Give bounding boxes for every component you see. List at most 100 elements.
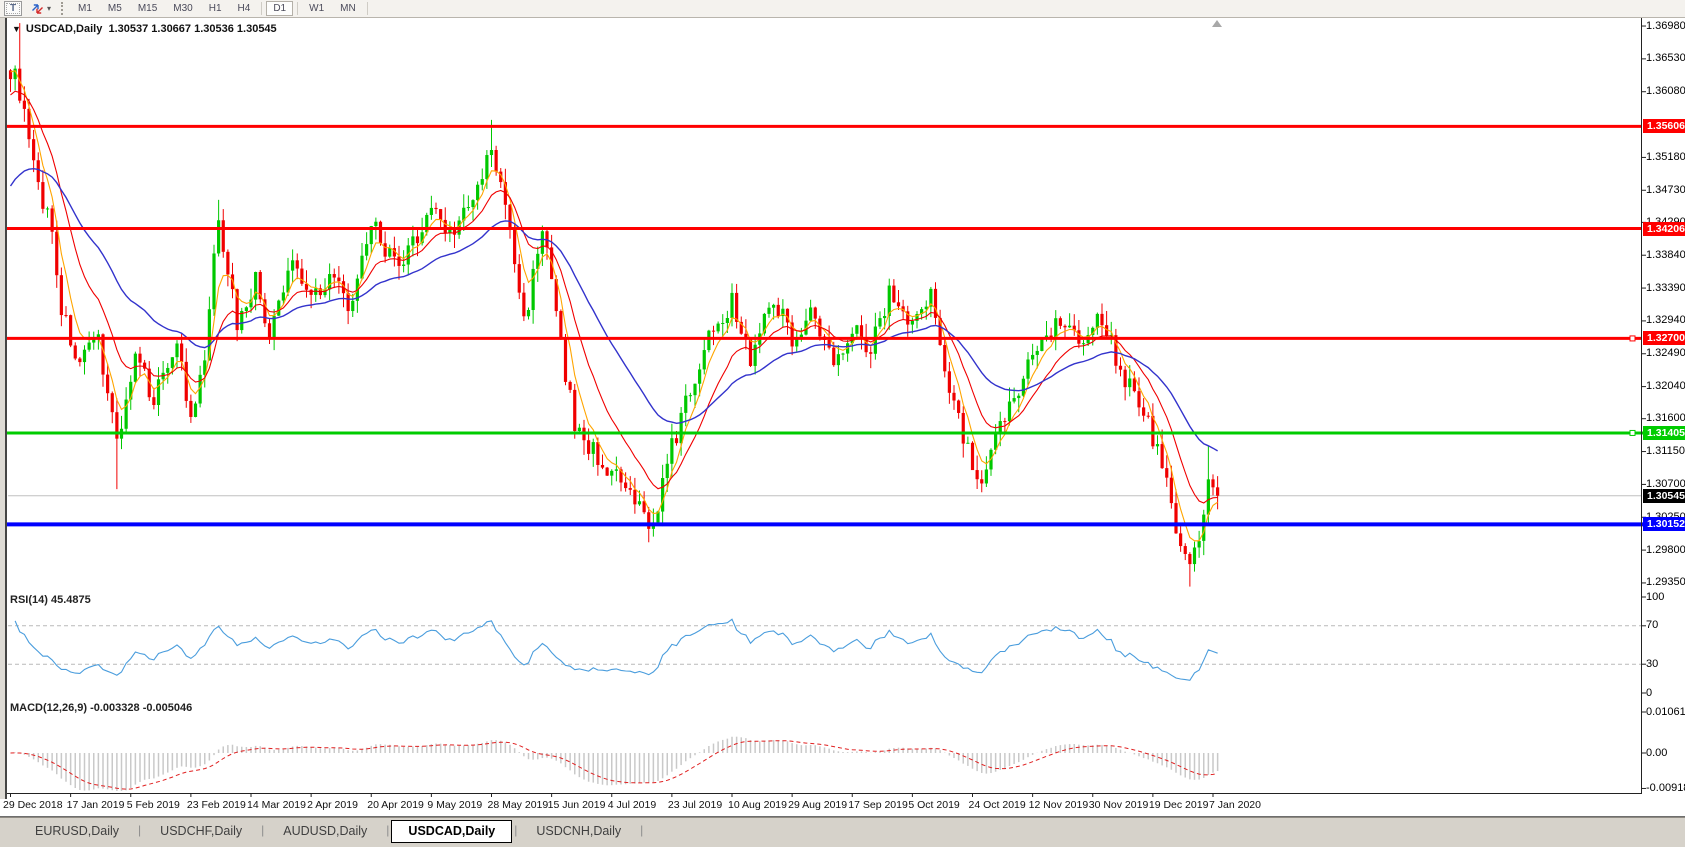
timeframe-button-group: M1 M5 M15 M30 H1 H4 D1 W1 MN — [70, 1, 371, 16]
price-line-tag: 1.31405 — [1643, 425, 1685, 440]
timeframe-button-h1[interactable]: H1 — [202, 1, 229, 16]
price-axis-tick: 1.36080 — [1646, 85, 1685, 98]
price-axis-tick: 1.34730 — [1646, 183, 1685, 196]
timeframe-button-h4[interactable]: H4 — [231, 1, 258, 16]
price-line-tag: 1.32700 — [1643, 331, 1685, 346]
macd-name: MACD(12,26,9) — [10, 702, 88, 714]
symbol-tab-usdchf[interactable]: USDCHF,Daily — [160, 824, 243, 838]
ma-mid-line — [10, 90, 1218, 504]
date-axis-tick: 17 Jan 2019 — [66, 799, 125, 811]
price-axis-line — [1641, 18, 1642, 794]
window-bottom-frame — [0, 816, 1685, 817]
chart-shift-marker[interactable] — [1212, 20, 1222, 27]
text-tool-icon: T — [9, 3, 17, 14]
date-axis-tick: 23 Jul 2019 — [667, 799, 723, 811]
date-axis-tick: 23 Feb 2019 — [186, 799, 246, 811]
symbol-tab-audusd[interactable]: AUDUSD,Daily — [283, 824, 368, 838]
macd-axis-tick: -0.009181 — [1646, 781, 1685, 794]
price-axis-tick: 1.32490 — [1646, 347, 1685, 360]
current-price-tag: 1.30545 — [1643, 488, 1685, 503]
rsi-line — [14, 618, 1218, 681]
date-axis-tick: 14 Mar 2019 — [247, 799, 306, 811]
price-axis-tick: 1.36980 — [1646, 19, 1685, 32]
toolbar-separator — [297, 2, 299, 15]
top-toolbar: T ▾ M1 M5 M15 M30 H1 H4 D1 W1 MN — [0, 0, 1685, 18]
timeframe-button-mn[interactable]: MN — [333, 1, 363, 16]
date-axis-tick: 17 Sep 2019 — [848, 799, 908, 811]
price-axis-tick: 1.36530 — [1646, 52, 1685, 65]
toolbar-separator — [261, 2, 263, 15]
date-axis-tick: 20 Apr 2019 — [367, 799, 424, 811]
arrange-arrows-button[interactable]: ▾ — [26, 1, 55, 16]
date-axis-tick: 29 Dec 2018 — [3, 799, 63, 811]
price-line-tag: 1.34206 — [1643, 221, 1685, 236]
date-axis-tick: 7 Jan 2020 — [1209, 799, 1261, 811]
timeframe-button-m1[interactable]: M1 — [71, 1, 99, 16]
hline-handle[interactable] — [1629, 335, 1636, 342]
tab-separator: | — [640, 823, 644, 837]
macd-indicator-label: MACD(12,26,9) -0.003328 -0.005046 — [10, 702, 192, 714]
date-axis-tick: 30 Nov 2019 — [1088, 799, 1149, 811]
rsi-axis-tick: 30 — [1646, 657, 1659, 670]
date-axis-tick: 5 Feb 2019 — [126, 799, 180, 811]
timeframe-button-m30[interactable]: M30 — [166, 1, 199, 16]
price-axis-tick: 1.29350 — [1646, 576, 1685, 589]
date-axis-tick: 2 Apr 2019 — [307, 799, 358, 811]
price-axis-tick: 1.31600 — [1646, 412, 1685, 425]
date-axis-tick: 29 Aug 2019 — [788, 799, 848, 811]
timeframe-button-w1[interactable]: W1 — [302, 1, 331, 16]
timeframe-button-m5[interactable]: M5 — [101, 1, 129, 16]
candlestick-series[interactable] — [8, 23, 1220, 587]
price-axis-tick: 1.35180 — [1646, 150, 1685, 163]
toolbar-separator — [366, 2, 368, 15]
date-axis-tick: 15 Jun 2019 — [547, 799, 606, 811]
price-axis-tick: 1.30700 — [1646, 477, 1685, 490]
timeframe-button-d1[interactable]: D1 — [266, 1, 294, 16]
symbol-tab-usdcad[interactable]: USDCAD,Daily — [391, 820, 513, 843]
symbol-tab-bar: EURUSD,Daily | USDCHF,Daily | AUDUSD,Daily | U… — [0, 817, 1685, 847]
arrange-arrows-icon — [32, 3, 43, 14]
price-line-tag: 1.30152 — [1643, 517, 1685, 532]
hline-handle[interactable] — [1629, 429, 1636, 436]
rsi-axis-tick: 100 — [1646, 590, 1665, 603]
toolbar-grip[interactable] — [61, 2, 65, 15]
ohlc-values: 1.30537 1.30667 1.30536 1.30545 — [108, 23, 277, 35]
macd-signal-value: -0.005046 — [142, 702, 193, 714]
rsi-name: RSI(14) — [10, 594, 48, 606]
time-axis-line — [7, 793, 1641, 794]
macd-axis-tick: 0.010615 — [1646, 705, 1685, 718]
price-axis-tick: 1.33840 — [1646, 248, 1685, 261]
tab-separator: | — [138, 823, 142, 837]
tab-separator: | — [386, 823, 390, 837]
chart-title: ▼ USDCAD,Daily 1.30537 1.30667 1.30536 1.… — [12, 23, 277, 35]
price-axis-tick: 1.32040 — [1646, 380, 1685, 393]
macd-main-value: -0.003328 — [90, 702, 140, 714]
price-axis-tick: 1.32940 — [1646, 314, 1685, 327]
rsi-indicator-label: RSI(14) 45.4875 — [10, 594, 91, 606]
price-axis-tick: 1.33390 — [1646, 281, 1685, 294]
date-axis-tick: 12 Nov 2019 — [1028, 799, 1089, 811]
date-axis-tick: 24 Oct 2019 — [968, 799, 1026, 811]
date-axis-tick: 5 Oct 2019 — [908, 799, 960, 811]
price-axis-tick: 1.31150 — [1646, 445, 1685, 458]
symbol-dropdown-marker[interactable]: ▼ — [12, 24, 21, 34]
timeframe-button-m15[interactable]: M15 — [131, 1, 164, 16]
symbol-tab-eurusd[interactable]: EURUSD,Daily — [35, 824, 120, 838]
window-left-frame — [0, 0, 7, 799]
date-axis-tick: 9 May 2019 — [427, 799, 483, 811]
text-tool-button[interactable]: T — [4, 1, 22, 16]
symbol-tab-usdcnh[interactable]: USDCNH,Daily — [536, 824, 622, 838]
rsi-axis-tick: 70 — [1646, 619, 1659, 632]
price-line-tag: 1.35606 — [1643, 119, 1685, 134]
ma-slow-line — [9, 167, 1218, 452]
tab-separator: | — [261, 823, 265, 837]
macd-histogram — [14, 736, 1219, 791]
date-axis-tick: 4 Jul 2019 — [607, 799, 657, 811]
date-axis-tick: 10 Aug 2019 — [728, 799, 787, 811]
symbol-period-label: USDCAD,Daily — [25, 23, 103, 35]
chevron-down-icon: ▾ — [47, 4, 52, 13]
price-axis-tick: 1.29800 — [1646, 543, 1685, 556]
macd-signal-line — [10, 740, 1218, 790]
rsi-axis-tick: 0 — [1646, 686, 1653, 699]
